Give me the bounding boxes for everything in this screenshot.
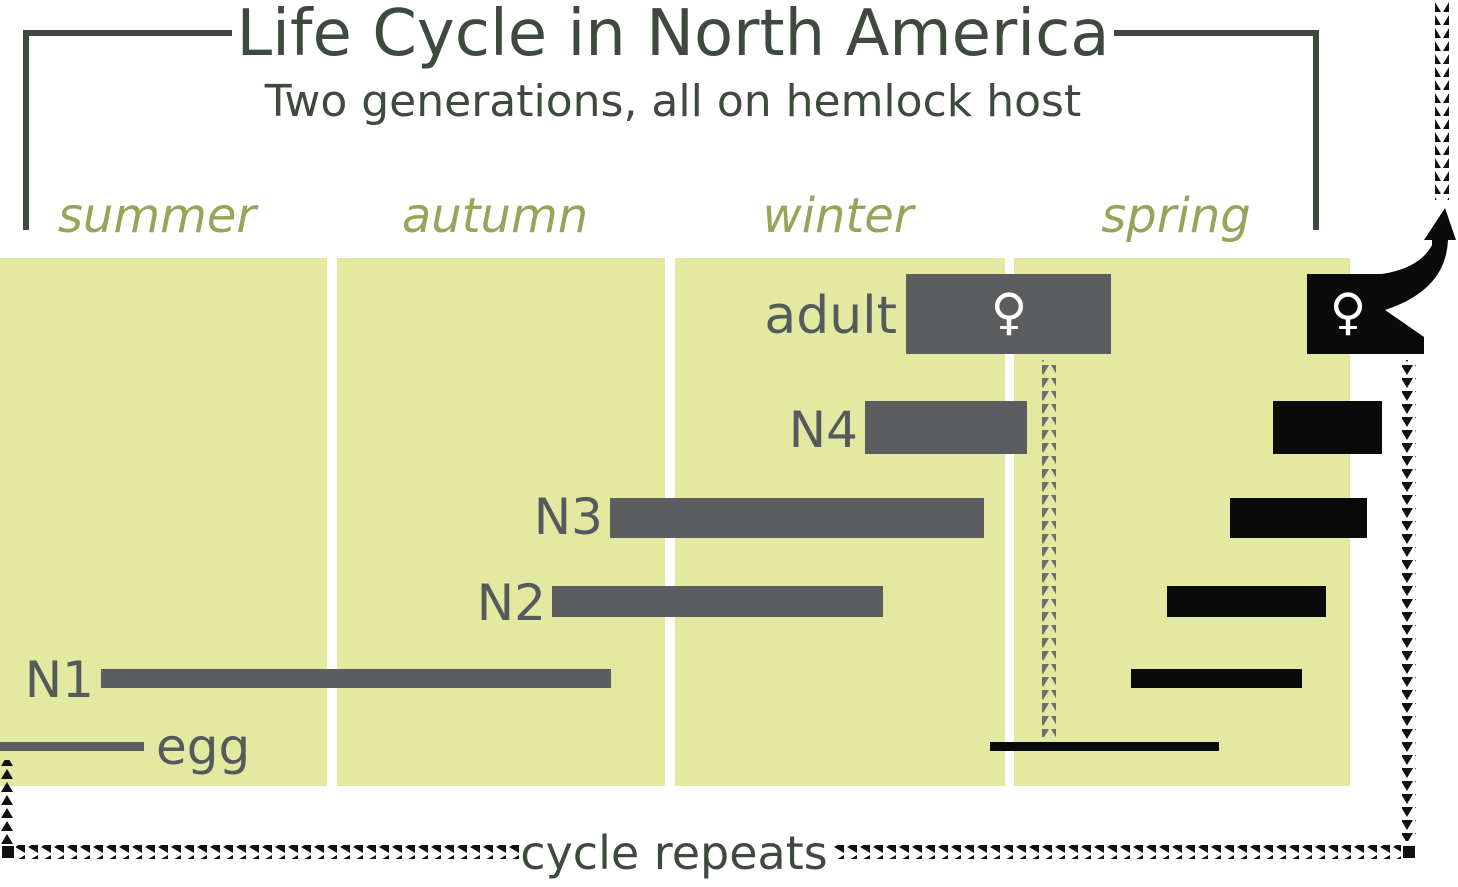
n1-bar-gen1 [101,669,611,688]
cycle-repeats-label: cycle repeats [520,826,827,880]
egg-bar-gen2 [990,742,1219,751]
stage-label-n1: N1 [25,651,94,709]
n2-bar-gen2 [1167,586,1326,617]
arrow-line-gen1-to-egg [1042,360,1056,737]
n1-bar-gen2 [1131,669,1302,688]
n3-bar-gen2 [1230,498,1367,538]
egg-bar-gen1 [0,742,144,751]
season-label-autumn: autumn [402,188,588,244]
arrow-line-left-up [1,760,15,844]
panel-summer [0,258,327,786]
n4-bar-gen1 [865,401,1027,454]
arrow-line-right-down [1402,360,1416,841]
adult-bar-gen1 [906,274,1111,354]
season-label-summer: summer [58,188,259,244]
arrow-line-bottom-left [16,845,520,859]
generation-1-bars [0,274,1111,751]
n2-bar-gen1 [552,586,883,617]
season-label-winter: winter [762,188,916,244]
season-label-spring: spring [1101,188,1250,244]
stage-label-n2: N2 [477,574,546,632]
arrow-line-top-up [1435,0,1449,200]
arrow-corner [1403,846,1415,858]
generation-2-bars [990,208,1456,751]
diagram-subtitle: Two generations, all on hemlock host [264,76,1081,127]
arrow-corner-left [2,846,14,858]
header-bracket [23,30,1319,230]
female-symbol-gen2: ♀ [1330,283,1367,341]
stage-label-n3: N3 [534,488,603,546]
stage-label-n4: N4 [789,401,858,459]
n3-bar-gen1 [610,498,984,538]
female-symbol-gen1: ♀ [991,283,1028,341]
stage-label-egg: egg [156,718,250,776]
adult-bar-gen2 [1307,208,1456,354]
arrow-line-bottom-right [832,845,1401,859]
stage-label-adult: adult [764,286,897,346]
diagram-title: Life Cycle in North America [237,0,1110,71]
n4-bar-gen2 [1273,401,1382,454]
